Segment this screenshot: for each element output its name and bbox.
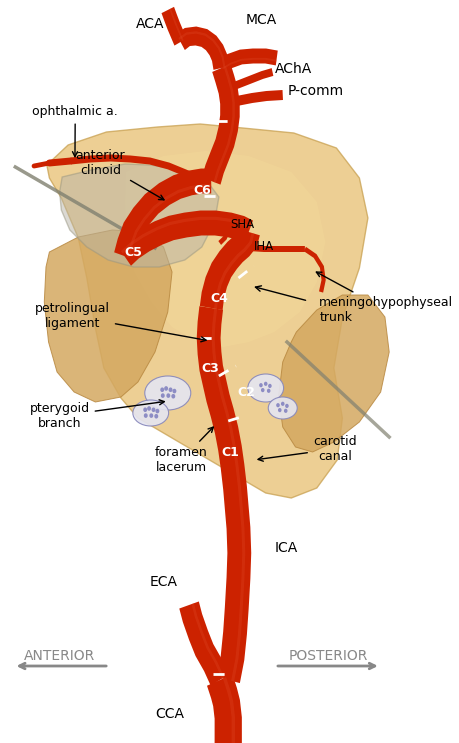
Circle shape <box>151 407 155 412</box>
Text: foramen
lacerum: foramen lacerum <box>155 427 213 474</box>
Polygon shape <box>127 184 211 258</box>
Polygon shape <box>199 229 259 310</box>
Polygon shape <box>179 602 228 686</box>
Circle shape <box>260 388 264 392</box>
Text: C1: C1 <box>221 447 239 459</box>
Circle shape <box>283 409 287 413</box>
Polygon shape <box>213 233 254 309</box>
Circle shape <box>143 407 147 412</box>
Text: CCA: CCA <box>155 707 184 721</box>
Text: pterygoid
branch: pterygoid branch <box>29 400 164 430</box>
Circle shape <box>166 393 170 398</box>
Polygon shape <box>248 245 304 252</box>
Polygon shape <box>278 295 388 452</box>
Text: anterior
clinoid: anterior clinoid <box>76 149 164 200</box>
Circle shape <box>275 403 279 407</box>
Text: SHA: SHA <box>230 218 253 230</box>
Ellipse shape <box>133 400 168 426</box>
Polygon shape <box>114 169 211 259</box>
Text: C5: C5 <box>124 247 142 259</box>
Polygon shape <box>303 247 325 293</box>
Ellipse shape <box>145 376 190 410</box>
Text: C2: C2 <box>237 386 254 400</box>
Text: ECA: ECA <box>149 575 177 589</box>
Circle shape <box>258 383 262 387</box>
Circle shape <box>160 387 164 392</box>
Text: meningohypophyseal: meningohypophyseal <box>319 310 334 311</box>
Circle shape <box>154 414 158 418</box>
Text: C7: C7 <box>192 67 210 80</box>
Polygon shape <box>218 221 231 245</box>
Polygon shape <box>121 217 250 253</box>
Polygon shape <box>125 151 325 347</box>
Polygon shape <box>230 217 238 241</box>
Text: ANTERIOR: ANTERIOR <box>24 649 95 663</box>
Circle shape <box>172 389 176 393</box>
Text: ACA: ACA <box>135 17 164 31</box>
Circle shape <box>263 382 267 386</box>
Text: AChA: AChA <box>274 62 312 76</box>
Text: ICA: ICA <box>274 541 297 555</box>
Text: petrolingual
ligament: petrolingual ligament <box>35 302 206 342</box>
Circle shape <box>280 402 284 406</box>
Text: MCA: MCA <box>245 13 276 27</box>
Polygon shape <box>222 58 276 69</box>
Polygon shape <box>118 210 252 266</box>
Polygon shape <box>169 8 183 41</box>
Circle shape <box>168 387 172 392</box>
Circle shape <box>161 393 164 398</box>
Polygon shape <box>213 66 234 183</box>
Text: P-comm: P-comm <box>287 84 343 98</box>
Text: ophthalmic a.: ophthalmic a. <box>32 106 118 157</box>
Polygon shape <box>60 164 218 267</box>
Polygon shape <box>47 124 367 498</box>
Polygon shape <box>202 64 239 185</box>
Text: meningohypophyseal
trunk: meningohypophyseal trunk <box>316 272 453 324</box>
Text: C3: C3 <box>201 363 219 375</box>
Polygon shape <box>222 90 282 111</box>
Text: IHA: IHA <box>253 241 273 253</box>
Polygon shape <box>70 155 200 182</box>
Polygon shape <box>44 230 172 402</box>
Polygon shape <box>223 677 235 743</box>
Circle shape <box>266 389 270 393</box>
Circle shape <box>149 413 153 418</box>
Circle shape <box>268 384 271 388</box>
Polygon shape <box>207 674 241 743</box>
Circle shape <box>144 413 147 418</box>
Text: C4: C4 <box>209 293 227 305</box>
Polygon shape <box>196 306 251 683</box>
Polygon shape <box>191 603 224 678</box>
Circle shape <box>171 394 175 398</box>
Circle shape <box>155 409 159 413</box>
Text: carotid
canal: carotid canal <box>257 435 356 463</box>
Polygon shape <box>176 27 229 70</box>
Circle shape <box>277 408 281 412</box>
Circle shape <box>147 406 151 411</box>
Ellipse shape <box>268 397 297 419</box>
Polygon shape <box>161 7 186 45</box>
Ellipse shape <box>247 374 283 402</box>
Text: POSTERIOR: POSTERIOR <box>288 649 367 663</box>
Circle shape <box>285 403 288 408</box>
Polygon shape <box>218 48 277 73</box>
Polygon shape <box>211 308 245 681</box>
Polygon shape <box>178 31 225 68</box>
Polygon shape <box>224 68 273 94</box>
Circle shape <box>164 386 168 391</box>
Text: C6: C6 <box>192 184 210 198</box>
